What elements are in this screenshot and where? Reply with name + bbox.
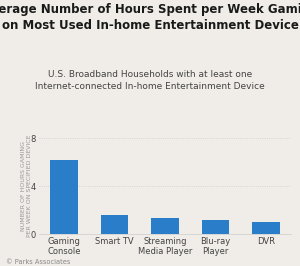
Text: © Parks Associates: © Parks Associates bbox=[6, 259, 70, 265]
Bar bbox=[101, 215, 128, 234]
Text: Average Number of Hours Spent per Week Gaming
on Most Used In-home Entertainment: Average Number of Hours Spent per Week G… bbox=[0, 3, 300, 32]
Bar bbox=[252, 222, 280, 234]
Bar bbox=[151, 218, 179, 234]
Bar bbox=[50, 160, 78, 234]
Y-axis label: NUMBER OF HOURS GAMING
PER WEEK ON SPECIFIED DEVICE: NUMBER OF HOURS GAMING PER WEEK ON SPECI… bbox=[21, 135, 32, 238]
Bar bbox=[202, 220, 229, 234]
Text: U.S. Broadband Households with at least one
Internet-connected In-home Entertain: U.S. Broadband Households with at least … bbox=[35, 70, 265, 91]
